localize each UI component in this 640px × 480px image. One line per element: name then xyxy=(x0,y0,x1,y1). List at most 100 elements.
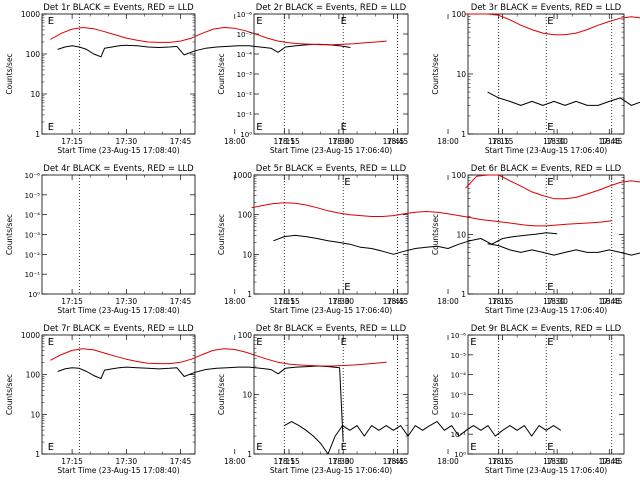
y-tick-label: 10⁻¹ xyxy=(451,431,467,439)
y-tick-label: 10⁰ xyxy=(454,451,466,459)
x-tick-label: 18:00 xyxy=(224,457,246,466)
y-tick-label: 1 xyxy=(247,450,252,459)
panel-title: Det 8r BLACK = Events, RED = LLD xyxy=(256,324,407,334)
eclipse-marker: E xyxy=(547,16,553,27)
x-tick-label: 17:45 xyxy=(383,137,405,146)
y-axis-label: Counts/sec xyxy=(217,214,226,255)
y-tick-label: 100 xyxy=(452,171,467,180)
eclipse-marker-bottom: E xyxy=(547,282,553,293)
x-tick-label: 17:30 xyxy=(543,137,565,146)
y-tick-label: 100 xyxy=(26,371,41,380)
plot-frame xyxy=(467,174,625,295)
x-tick-label: 18:45 xyxy=(387,137,409,146)
eclipse-marker-bottom: E xyxy=(547,442,553,453)
eclipse-marker-bottom: E xyxy=(256,442,262,453)
x-tick-label: 17:45 xyxy=(598,457,620,466)
y-tick-label: 10⁻³ xyxy=(25,232,41,240)
panel-det-9: Det 9r BLACK = Events, RED = LLD 10⁰ 10⁻¹ 1… xyxy=(431,324,625,475)
eclipse-marker: E xyxy=(256,337,262,348)
y-tick-label: 10⁻¹ xyxy=(237,111,253,119)
eclipse-marker: E xyxy=(344,177,350,188)
y-tick-label: 1 xyxy=(247,290,252,299)
y-tick-label: 10⁻⁴ xyxy=(451,372,467,380)
y-tick-label: 10 xyxy=(30,410,40,419)
y-tick-label: 10⁻⁴ xyxy=(25,212,41,220)
x-tick-label: 17:30 xyxy=(328,297,350,306)
panel-title: Det 9r BLACK = Events, RED = LLD xyxy=(471,324,622,334)
x-tick-label: 17:45 xyxy=(383,297,405,306)
x-axis-label: Start Time (23-Aug-15 17:08:40) xyxy=(57,306,179,315)
x-tick-label: 18:30 xyxy=(332,457,354,466)
x-tick-label: 17:45 xyxy=(383,457,405,466)
x-axis-label: Start Time (23-Aug-15 17:06:40) xyxy=(270,466,392,475)
x-tick-label: 17:15 xyxy=(488,137,510,146)
x-tick-label: 18:45 xyxy=(387,297,409,306)
y-tick-label: 10⁻³ xyxy=(237,71,253,79)
x-tick-label: 18:30 xyxy=(546,297,568,306)
y-tick-label: 10⁻¹ xyxy=(25,271,41,279)
x-axis-label: Start Time (23-Aug-15 17:06:40) xyxy=(485,466,607,475)
series-events xyxy=(57,365,344,443)
y-tick-label: 1000 xyxy=(21,10,40,19)
y-axis-label: Counts/sec xyxy=(217,53,226,94)
x-tick-label: 17:30 xyxy=(116,457,138,466)
eclipse-marker-bottom: E xyxy=(48,442,54,453)
plot-frame xyxy=(41,174,196,295)
x-tick-label: 18:00 xyxy=(224,297,246,306)
y-tick-label: 10⁰ xyxy=(240,131,252,139)
y-tick-label: 10 xyxy=(30,90,40,99)
x-tick-label: 17:30 xyxy=(328,137,350,146)
y-tick-label: 10⁻⁵ xyxy=(451,352,467,360)
y-tick-label: 1 xyxy=(461,290,466,299)
x-tick-label: 18:15 xyxy=(492,457,514,466)
plot-frame xyxy=(41,13,196,135)
x-tick-label: 17:45 xyxy=(598,137,620,146)
plot-frame xyxy=(253,13,409,135)
eclipse-marker-bottom: E xyxy=(341,122,347,133)
panel-title: Det 5r BLACK = Events, RED = LLD xyxy=(256,164,407,174)
y-tick-label: 10⁻⁶ xyxy=(25,172,41,180)
eclipse-marker: E xyxy=(547,337,553,348)
x-tick-label: 18:45 xyxy=(601,457,623,466)
y-tick-label: 1 xyxy=(35,450,40,459)
panel-det-2: Det 2r BLACK = Events, RED = LLD 10⁰ 10⁻¹ 1… xyxy=(217,3,623,155)
eclipse-marker: E xyxy=(256,16,262,27)
x-tick-label: 18:45 xyxy=(601,297,623,306)
x-tick-label: 18:30 xyxy=(332,297,354,306)
x-tick-label: 17:45 xyxy=(598,297,620,306)
x-axis-label: Start Time (23-Aug-15 17:08:40) xyxy=(57,146,179,155)
y-tick-label: 10⁻⁶ xyxy=(237,11,253,19)
panel-title: Det 6r BLACK = Events, RED = LLD xyxy=(471,164,622,174)
y-axis-label: Counts/sec xyxy=(431,53,440,94)
panel-title: Det 7r BLACK = Events, RED = LLD xyxy=(43,324,194,334)
x-tick-label: 18:15 xyxy=(278,297,300,306)
x-tick-label: 18:00 xyxy=(437,297,459,306)
series-lld xyxy=(465,174,640,200)
panel-det-8: Det 8r BLACK = Events, RED = LLD 1 10 100 Co… xyxy=(217,324,623,475)
series-events xyxy=(284,421,562,455)
y-tick-label: 1 xyxy=(35,130,40,139)
panel-title: Det 3r BLACK = Events, RED = LLD xyxy=(471,3,622,13)
x-tick-label: 17:15 xyxy=(273,457,295,466)
series-lld xyxy=(465,13,640,36)
x-tick-label: 17:15 xyxy=(488,457,510,466)
y-axis-label: Counts/sec xyxy=(217,374,226,415)
y-tick-label: 10 xyxy=(456,231,466,240)
panel-title: Det 4r BLACK = Events, RED = LLD xyxy=(43,164,194,174)
x-tick-label: 17:45 xyxy=(170,457,192,466)
y-tick-label: 100 xyxy=(238,211,253,220)
eclipse-marker-bottom: E xyxy=(470,442,476,453)
panel-det-5: Det 5r BLACK = Events, RED = LLD 1 10 100 10… xyxy=(217,164,623,315)
y-tick-label: 10⁻⁵ xyxy=(237,31,253,39)
x-tick-label: 17:15 xyxy=(61,457,83,466)
x-axis-label: Start Time (23-Aug-15 17:06:40) xyxy=(485,146,607,155)
plot-frame xyxy=(253,334,409,455)
x-tick-label: 17:30 xyxy=(116,297,138,306)
y-tick-label: 10⁻² xyxy=(237,91,253,99)
y-tick-label: 10⁻⁵ xyxy=(25,192,41,200)
x-tick-label: 18:30 xyxy=(546,457,568,466)
series-events xyxy=(57,43,351,58)
eclipse-marker-bottom: E xyxy=(344,282,350,293)
y-tick-label: 10⁻⁶ xyxy=(451,332,467,340)
